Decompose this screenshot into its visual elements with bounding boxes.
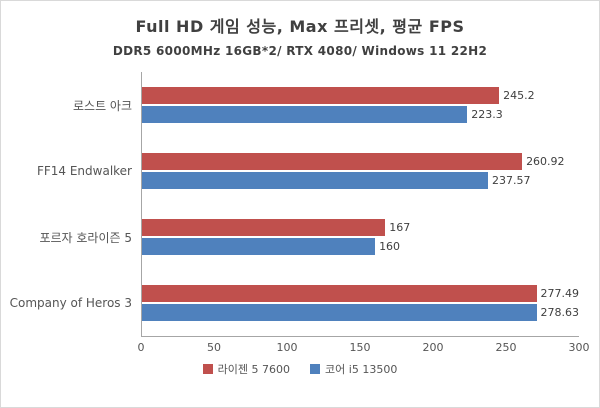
value-label: 245.2	[503, 89, 535, 102]
chart-subtitle: DDR5 6000MHz 16GB*2/ RTX 4080/ Windows 1…	[112, 44, 488, 58]
value-label: 237.57	[492, 174, 531, 187]
value-label: 278.63	[540, 306, 580, 319]
plot-cell: 245.2 223.3	[141, 72, 579, 138]
bar-line: 237.57	[142, 172, 579, 189]
bar-chart: 로스트 아크 245.2 223.3 FF14 Endwalker 260.92 237.…	[1, 72, 599, 355]
chart-row: FF14 Endwalker 260.92 237.57	[1, 138, 599, 204]
value-label: 160	[379, 240, 401, 253]
x-axis: 0 50 100 150 200 250 300	[137, 337, 590, 355]
x-tick-label: 100	[276, 341, 298, 354]
category-label: Company of Heros 3	[9, 296, 132, 310]
value-label: 260.92	[526, 155, 565, 168]
x-axis-line	[141, 336, 579, 337]
x-tick-label: 0	[137, 341, 145, 354]
chart-row: 로스트 아크 245.2 223.3	[1, 72, 599, 138]
chart-row: Company of Heros 3 277.49 278.63	[1, 270, 599, 336]
x-tick-label: 150	[349, 341, 371, 354]
plot-cell: 260.92 237.57	[141, 138, 579, 204]
bar-series-1	[142, 238, 376, 255]
value-label: 277.49	[540, 287, 580, 300]
chart-title: Full HD 게임 성능, Max 프리셋, 평균 FPS	[135, 17, 465, 36]
bar-line: 278.63	[142, 304, 579, 321]
plot-cell: 277.49 278.63	[141, 270, 579, 336]
value-label: 167	[389, 221, 411, 234]
value-label: 223.3	[471, 108, 503, 121]
plot-cell: 167 160	[141, 204, 579, 270]
x-tick-label: 250	[495, 341, 517, 354]
bar-line: 245.2	[142, 87, 579, 104]
bar-series-0	[142, 87, 500, 104]
legend-label: 코어 i5 13500	[325, 363, 398, 376]
chart-row: 포르자 호라이즌 5 167 160	[1, 204, 599, 270]
bar-series-1	[142, 172, 489, 189]
legend-item-0: 라이젠 5 7600	[202, 361, 291, 377]
legend-swatch	[202, 364, 213, 374]
bar-line: 277.49	[142, 285, 579, 302]
x-tick-label: 50	[206, 341, 221, 354]
category-label: 로스트 아크	[72, 98, 132, 113]
legend-item-1: 코어 i5 13500	[310, 361, 397, 377]
bar-series-0	[142, 219, 386, 236]
chart-rows: 로스트 아크 245.2 223.3 FF14 Endwalker 260.92 237.…	[1, 72, 599, 336]
bar-series-0	[142, 285, 537, 302]
bar-line: 223.3	[142, 106, 579, 123]
bar-line: 260.92	[142, 153, 579, 170]
category-label: FF14 Endwalker	[36, 164, 132, 178]
bar-series-1	[142, 304, 537, 321]
x-tick-label: 300	[568, 341, 590, 354]
legend-label: 라이젠 5 7600	[217, 363, 291, 376]
bar-line: 167	[142, 219, 579, 236]
category-label: 포르자 호라이즌 5	[39, 230, 132, 245]
bar-series-0	[142, 153, 523, 170]
chart-legend: 라이젠 5 7600 코어 i5 13500	[1, 361, 599, 377]
bar-series-1	[142, 106, 468, 123]
bar-line: 160	[142, 238, 579, 255]
legend-swatch	[310, 364, 321, 374]
x-tick-label: 200	[422, 341, 444, 354]
